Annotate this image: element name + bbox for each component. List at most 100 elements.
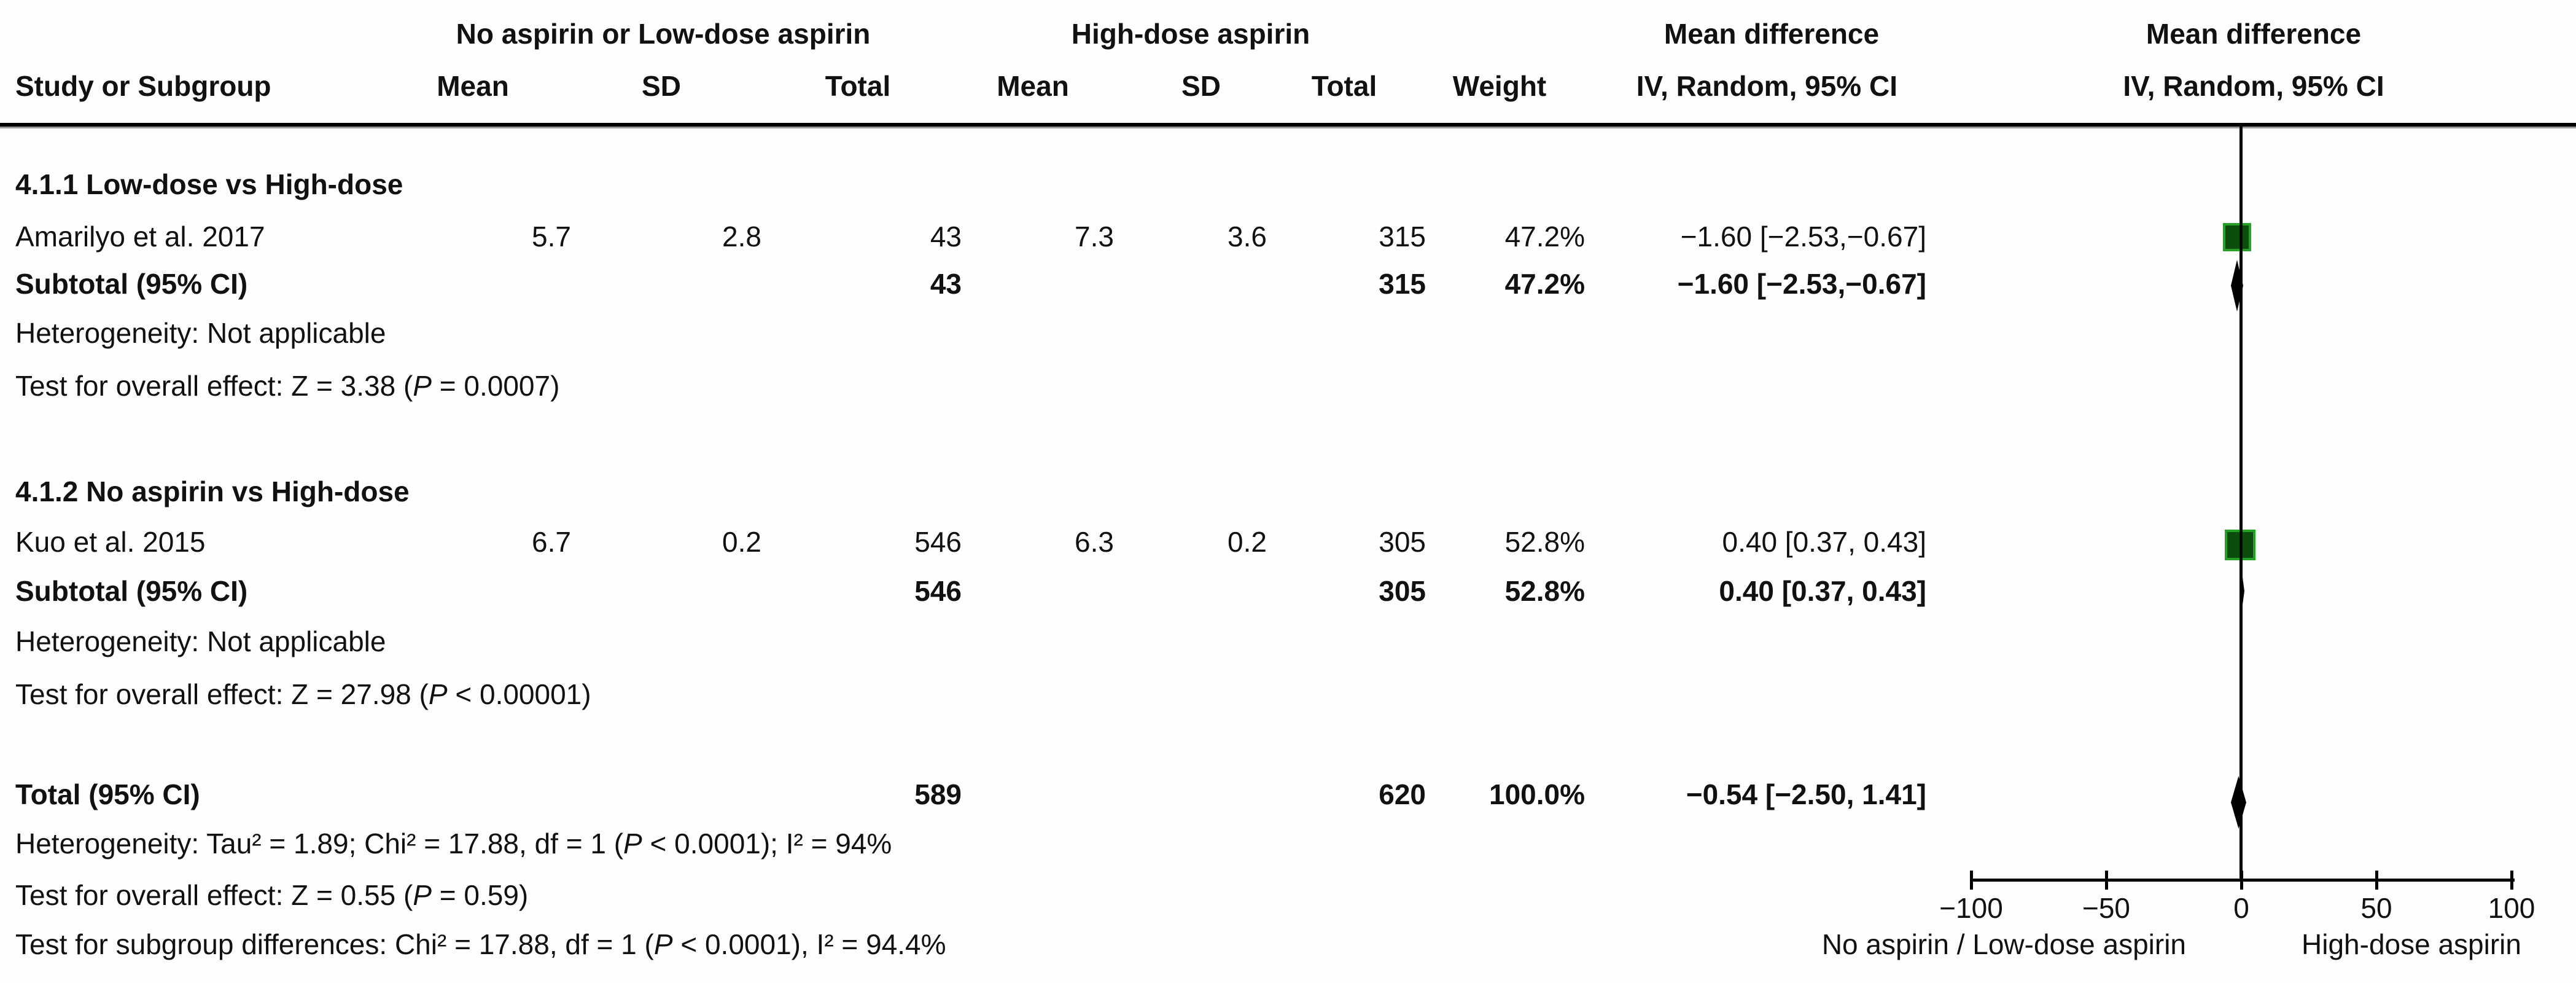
col-sd2-header: SD xyxy=(1181,70,1221,102)
study-ci: −1.60 [−2.53,−0.67] xyxy=(1680,221,1926,253)
col-mean1-header: Mean xyxy=(437,70,509,102)
axis-tick-label: 0 xyxy=(2233,892,2249,924)
total-overall-effect-text: Test for overall effect: Z = 0.55 (P = 0… xyxy=(15,876,973,914)
subtotal-ci: 0.40 [0.37, 0.43] xyxy=(1719,575,1926,607)
total-heterogeneity-text: Heterogeneity: Tau² = 1.89; Chi² = 17.88… xyxy=(15,824,973,863)
subtotal-label: Subtotal (95% CI) xyxy=(15,575,248,607)
overall-effect-suffix: < 0.00001) xyxy=(447,678,591,710)
p-symbol: P xyxy=(623,828,642,860)
total-total1: 589 xyxy=(914,778,962,810)
study-total1: 43 xyxy=(930,221,962,253)
subtotal-total1: 43 xyxy=(930,268,962,300)
header-groups-row: No aspirin or Low-dose aspirin High-dose… xyxy=(0,15,2576,53)
study-total2: 315 xyxy=(1379,221,1426,253)
overall-effect-prefix: Test for overall effect: Z = 27.98 ( xyxy=(15,678,429,710)
col-ci-header: IV, Random, 95% CI xyxy=(1636,70,1897,102)
header-divider-line xyxy=(0,123,2576,128)
axis-tick xyxy=(2240,871,2243,890)
study-sd2: 3.6 xyxy=(1228,221,1267,253)
study-mean1: 6.7 xyxy=(532,526,571,558)
subtotal-label: Subtotal (95% CI) xyxy=(15,268,248,300)
axis-tick xyxy=(1970,871,1973,890)
col-total1-header: Total xyxy=(825,70,891,102)
col-total2-header: Total xyxy=(1311,70,1377,102)
col-mean2-header: Mean xyxy=(997,70,1069,102)
study-name: Kuo et al. 2015 xyxy=(15,526,206,558)
study-mean2: 7.3 xyxy=(1075,221,1114,253)
subgroup2-title: 4.1.2 No aspirin vs High-dose xyxy=(15,476,410,507)
col-weight-header: Weight xyxy=(1452,70,1547,102)
study-total2: 305 xyxy=(1379,526,1426,558)
subtotal-ci: −1.60 [−2.53,−0.67] xyxy=(1677,268,1926,300)
subgroup1-title: 4.1.1 Low-dose vs High-dose xyxy=(15,168,403,200)
group1-header: No aspirin or Low-dose aspirin xyxy=(456,18,871,50)
axis-tick-label: 50 xyxy=(2360,892,2392,924)
total-weight: 100.0% xyxy=(1488,778,1585,810)
axis-tick-label: −50 xyxy=(2082,892,2131,924)
total-total2: 620 xyxy=(1379,778,1426,810)
axis-tick xyxy=(2510,871,2513,890)
subgroup-differences-text: Test for subgroup differences: Chi² = 17… xyxy=(15,925,973,963)
study-ci: 0.40 [0.37, 0.43] xyxy=(1722,526,1927,558)
overall-effect-row: Test for overall effect: Z = 27.98 (P < … xyxy=(0,675,2576,713)
subtotal-weight: 52.8% xyxy=(1504,575,1585,607)
test-prefix: Test for overall effect: Z = 0.55 ( xyxy=(15,879,413,911)
study-name: Amarilyo et al. 2017 xyxy=(15,221,265,253)
study-sd1: 0.2 xyxy=(722,526,761,558)
col-sd1-header: SD xyxy=(642,70,681,102)
overall-effect-prefix: Test for overall effect: Z = 3.38 ( xyxy=(15,370,413,402)
subtotal-total2: 305 xyxy=(1379,575,1426,607)
study-weight: 52.8% xyxy=(1504,526,1585,558)
study-row: Kuo et al. 2015 6.7 0.2 546 6.3 0.2 305 … xyxy=(0,523,2576,561)
subtotal-row: Subtotal (95% CI) 43 315 47.2% −1.60 [−2… xyxy=(0,265,2576,303)
heterogeneity-text: Heterogeneity: Not applicable xyxy=(15,317,386,349)
p-symbol: P xyxy=(428,678,448,710)
heterogeneity-row: Heterogeneity: Not applicable xyxy=(0,622,2576,660)
study-sd1: 2.8 xyxy=(722,221,761,253)
study-mean1: 5.7 xyxy=(532,221,571,253)
total-ci: −0.54 [−2.50, 1.41] xyxy=(1686,778,1926,810)
subgroup2-title-row: 4.1.2 No aspirin vs High-dose xyxy=(0,472,2576,511)
total-overall-effect-row: Test for overall effect: Z = 0.55 (P = 0… xyxy=(0,876,2576,914)
subgroup1-title-row: 4.1.1 Low-dose vs High-dose xyxy=(0,165,2576,203)
header-columns-row: Study or Subgroup Mean SD Total Mean SD … xyxy=(0,67,2576,105)
axis-tick xyxy=(2375,871,2378,890)
subtotal-total1: 546 xyxy=(914,575,962,607)
mean-difference-header: Mean difference xyxy=(1664,18,1880,50)
total-label: Total (95% CI) xyxy=(15,778,200,810)
axis-label-left: No aspirin / Low-dose aspirin xyxy=(1821,928,2186,960)
subtotal-weight: 47.2% xyxy=(1504,268,1585,300)
p-symbol: P xyxy=(653,928,673,960)
axis-tick xyxy=(2105,871,2108,890)
subdiff-suffix: < 0.0001), I² = 94.4% xyxy=(672,928,946,960)
study-row: Amarilyo et al. 2017 5.7 2.8 43 7.3 3.6 … xyxy=(0,217,2576,256)
total-heterogeneity-row: Heterogeneity: Tau² = 1.89; Chi² = 17.88… xyxy=(0,824,2576,863)
overall-effect-text: Test for overall effect: Z = 3.38 (P = 0… xyxy=(15,367,973,405)
study-mean2: 6.3 xyxy=(1075,526,1114,558)
overall-effect-suffix: = 0.0007) xyxy=(431,370,560,402)
subtotal-diamond xyxy=(2240,575,2244,607)
total-row: Total (95% CI) 589 620 100.0% −0.54 [−2.… xyxy=(0,775,2576,813)
p-symbol: P xyxy=(413,370,432,402)
overall-effect-row: Test for overall effect: Z = 3.38 (P = 0… xyxy=(0,367,2576,405)
axis-tick-label: −100 xyxy=(1939,892,2003,924)
subgroup-differences-row: Test for subgroup differences: Chi² = 17… xyxy=(0,925,2576,963)
study-weight: 47.2% xyxy=(1504,221,1585,253)
overall-effect-text: Test for overall effect: Z = 27.98 (P < … xyxy=(15,675,973,713)
col-study-header: Study or Subgroup xyxy=(15,70,271,102)
zero-line xyxy=(2239,127,2243,880)
axis-tick-label: 100 xyxy=(2488,892,2535,924)
subtotal-row: Subtotal (95% CI) 546 305 52.8% 0.40 [0.… xyxy=(0,572,2576,610)
subtotal-diamond xyxy=(2231,260,2243,311)
subdiff-prefix: Test for subgroup differences: Chi² = 17… xyxy=(15,928,654,960)
subtotal-total2: 315 xyxy=(1379,268,1426,300)
study-sd2: 0.2 xyxy=(1228,526,1267,558)
heterogeneity-row: Heterogeneity: Not applicable xyxy=(0,314,2576,352)
group2-header: High-dose aspirin xyxy=(1071,18,1310,50)
plot-ci-header: IV, Random, 95% CI xyxy=(2123,70,2384,102)
test-suffix: = 0.59) xyxy=(431,879,529,911)
study-total1: 546 xyxy=(914,526,962,558)
plot-mean-difference-header: Mean difference xyxy=(2146,18,2362,50)
het-prefix: Heterogeneity: Tau² = 1.89; Chi² = 17.88… xyxy=(15,828,624,860)
